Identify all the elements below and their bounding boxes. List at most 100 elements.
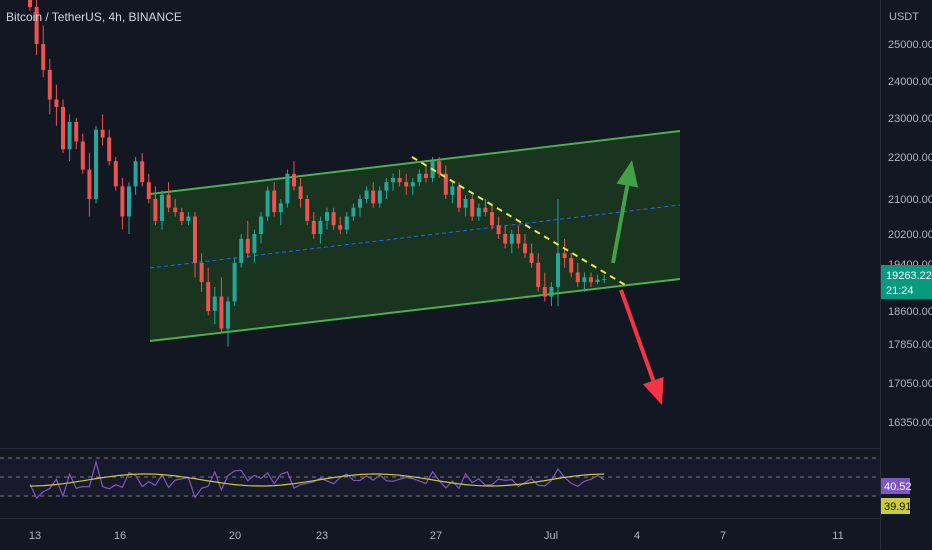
candle [54, 99, 59, 107]
candle [575, 272, 580, 283]
candle [61, 106, 65, 150]
candle [113, 161, 118, 187]
price-tick-label: 16350.00 [888, 417, 932, 429]
candle [34, 7, 39, 44]
price-tick-label: 20200.00 [888, 229, 932, 241]
price-tick-label: 22000.00 [888, 152, 932, 164]
price-tick-label: 25000.00 [888, 39, 932, 51]
candle [199, 262, 204, 283]
candle [206, 282, 211, 311]
rsi-ma-badge [881, 498, 910, 514]
candle [311, 220, 316, 234]
currency-label: USDT [889, 11, 919, 23]
candle [463, 199, 468, 208]
candle [186, 216, 191, 221]
candle [74, 121, 79, 142]
candle [285, 173, 290, 204]
candle [265, 190, 270, 217]
candle [120, 186, 125, 217]
candle [292, 173, 296, 187]
candle [28, 0, 32, 8]
candle [298, 186, 303, 199]
candle [252, 234, 257, 254]
channel-upper-line[interactable] [149, 130, 681, 195]
candle [516, 234, 521, 244]
candle [410, 182, 415, 187]
candle [437, 161, 442, 174]
symbol-title: Bitcoin / TetherUS, 4h, BINANCE [6, 10, 182, 24]
rsi-value-label: 40.52 [884, 481, 912, 493]
price-tick-label: 23000.00 [888, 113, 932, 125]
candle [450, 186, 455, 195]
bearish-arrow[interactable] [642, 376, 664, 405]
candle [529, 253, 534, 263]
candle [212, 296, 217, 311]
channel-midline[interactable] [149, 204, 681, 269]
candle [193, 216, 197, 263]
candle [232, 262, 237, 302]
candle [219, 296, 224, 329]
candle [397, 178, 402, 183]
time-tick-label: 4 [634, 530, 640, 542]
candle [358, 199, 362, 208]
candle [476, 207, 481, 217]
candle [569, 258, 574, 273]
bullish-arrow-shaft [611, 185, 630, 264]
candle [325, 212, 329, 221]
candle [377, 190, 382, 204]
last-price-label: 19263.22 [886, 270, 932, 282]
candle [536, 262, 541, 287]
candle [404, 182, 409, 187]
candle [179, 212, 184, 221]
candle [160, 194, 164, 221]
time-tick-label: 23 [316, 530, 328, 542]
candle [344, 216, 349, 230]
candle [278, 203, 283, 213]
time-tick-label: 7 [720, 530, 726, 542]
candle [549, 286, 554, 297]
candle [226, 301, 230, 329]
candle [562, 253, 567, 259]
rsi-value-badge [881, 478, 910, 494]
candle [351, 207, 356, 217]
candle [41, 44, 46, 70]
bullish-arrow[interactable] [616, 160, 639, 188]
candle [417, 173, 422, 183]
candle [331, 212, 336, 226]
time-tick-label: 11 [832, 530, 843, 542]
descending-trendline[interactable] [411, 156, 628, 287]
candle [496, 225, 501, 234]
time-tick-label: 13 [29, 530, 41, 542]
candle [259, 216, 263, 234]
candle [371, 190, 376, 204]
candle [503, 234, 508, 244]
pane-divider [0, 448, 880, 449]
rsi-ma-line [29, 473, 605, 487]
price-tick-label: 18600.00 [888, 306, 932, 318]
candle [384, 182, 389, 191]
last-price-badge [881, 265, 932, 299]
candle [239, 238, 244, 263]
time-axis-divider [0, 518, 880, 519]
candle [424, 173, 428, 178]
candle [556, 253, 560, 287]
candle [523, 243, 527, 254]
rsi-ma-value-label: 39.91 [884, 501, 912, 513]
candle [595, 279, 600, 283]
time-tick-label: Jul [544, 530, 558, 542]
candle [153, 199, 158, 221]
candle [140, 161, 145, 183]
candle [509, 234, 514, 244]
candle [364, 190, 369, 199]
channel-lower-line[interactable] [149, 278, 681, 342]
bearish-arrow-shaft [619, 289, 656, 382]
candle [107, 137, 112, 162]
candle [589, 277, 593, 283]
candle [305, 199, 310, 221]
price-axis-divider [880, 0, 881, 550]
time-tick-label: 16 [114, 530, 126, 542]
candle [127, 186, 131, 217]
candle [391, 178, 395, 183]
candle [87, 169, 92, 199]
